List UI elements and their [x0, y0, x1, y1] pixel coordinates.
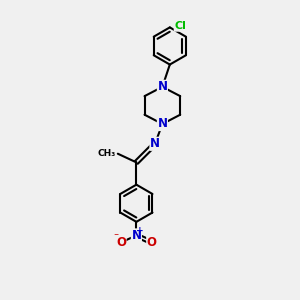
Text: O: O: [147, 236, 157, 249]
Text: N: N: [158, 80, 167, 93]
Text: +: +: [136, 226, 144, 236]
Text: ⁻: ⁻: [113, 232, 118, 242]
Text: CH₃: CH₃: [98, 149, 116, 158]
Text: N: N: [131, 229, 141, 242]
Text: N: N: [150, 137, 160, 150]
Text: Cl: Cl: [174, 21, 186, 31]
Text: O: O: [116, 236, 126, 249]
Text: N: N: [158, 118, 167, 130]
